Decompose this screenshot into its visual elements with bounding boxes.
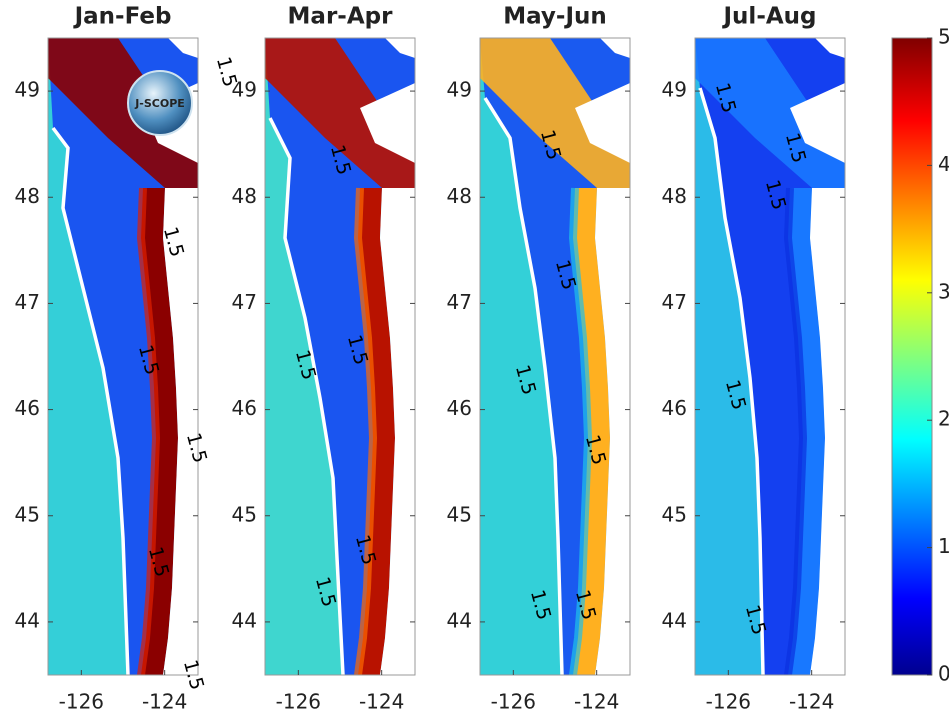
colorbar-tick-label: 3 [938,279,949,303]
land-north [168,38,198,58]
frame [694,37,846,676]
colorbar [891,37,933,676]
colorbar-tick-label: 5 [938,25,949,49]
contour-line [483,97,564,676]
land-north [600,38,630,58]
logo-text: J-SCOPE [134,97,185,110]
y-tick-label: 45 [447,502,472,526]
land-north [815,38,845,58]
x-tick-label: -124 [359,690,404,714]
land [380,188,415,675]
x-tick-label: -126 [59,690,104,714]
ocean-strait [695,38,845,188]
frame [264,37,416,676]
contour-line [698,87,765,676]
y-tick-label: 48 [15,184,40,208]
land-island [360,83,415,163]
contour-line [51,126,130,676]
logo: J-SCOPE [127,70,193,136]
y-tick-label: 44 [662,608,687,632]
land-island [575,83,630,163]
y-tick-label: 47 [447,290,472,314]
colorbar-tick-label: 2 [938,407,949,431]
x-tick-label: -126 [276,690,321,714]
frame [47,37,199,676]
y-tick-label: 46 [15,396,40,420]
land-island [790,83,845,163]
contour-label: 1.5 [179,657,208,692]
ocean-strait [265,38,415,188]
x-tick-label: -124 [574,690,619,714]
panel-title: Mar-Apr [288,4,394,30]
land [163,188,198,675]
panel-title: Jan-Feb [73,4,172,30]
y-tick-label: 46 [232,396,257,420]
ocean-strait [48,38,198,188]
y-tick-label: 47 [15,290,40,314]
y-tick-label: 49 [15,78,40,102]
x-tick-label: -124 [142,690,187,714]
land-north [385,38,415,58]
y-tick-label: 47 [232,290,257,314]
y-tick-label: 48 [447,184,472,208]
x-tick-label: -124 [789,690,834,714]
frame [479,37,631,676]
ocean-strait [480,38,630,188]
y-tick-label: 48 [662,184,687,208]
y-tick-label: 47 [662,290,687,314]
colorbar-tick-label: 4 [938,152,949,176]
map-panel [264,37,416,676]
y-tick-label: 44 [15,608,40,632]
panel-title: May-Jun [503,4,607,30]
x-tick-label: -126 [491,690,536,714]
y-tick-label: 48 [232,184,257,208]
y-tick-label: 44 [447,608,472,632]
nearshore-edge [568,187,593,676]
colorbar-tick-label: 1 [938,534,949,558]
y-tick-label: 45 [15,502,40,526]
map-panel [694,37,846,676]
nearshore-edge [353,187,378,676]
land [595,188,630,675]
logo-globe [127,70,193,136]
y-tick-label: 49 [662,78,687,102]
y-tick-label: 49 [447,78,472,102]
y-tick-label: 45 [662,502,687,526]
nearshore-edge [136,187,161,676]
y-tick-label: 44 [232,608,257,632]
map-panel [479,37,631,676]
map-panel [47,37,199,676]
x-tick-label: -126 [706,690,751,714]
colorbar-tick-label: 0 [938,662,949,686]
panel-title: Jul-Aug [722,4,817,30]
y-tick-label: 46 [662,396,687,420]
land [810,188,845,675]
y-tick-label: 45 [232,502,257,526]
y-tick-label: 49 [232,78,257,102]
nearshore-edge [783,187,808,676]
contour-line [268,117,345,676]
y-tick-label: 46 [447,396,472,420]
